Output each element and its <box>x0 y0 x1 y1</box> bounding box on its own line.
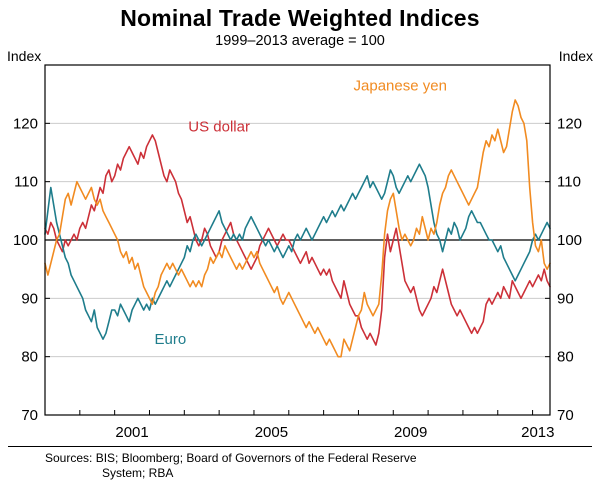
y-tick-label-right-120: 120 <box>557 115 582 132</box>
footer-divider <box>8 446 592 447</box>
y-axis-unit-left: Index <box>7 48 42 64</box>
y-axis-unit-right: Index <box>558 48 593 64</box>
sources-note: Sources: BIS; Bloomberg; Board of Govern… <box>45 451 585 480</box>
y-tick-label-left-70: 70 <box>21 407 38 424</box>
chart-title: Nominal Trade Weighted Indices <box>120 5 480 31</box>
y-tick-label-left-120: 120 <box>13 115 38 132</box>
series-line-us-dollar <box>44 134 551 346</box>
x-tick-label-2009: 2009 <box>394 424 427 441</box>
y-tick-label-right-100: 100 <box>557 232 582 249</box>
chart-subtitle: 1999–2013 average = 100 <box>215 33 385 49</box>
y-tick-label-right-80: 80 <box>557 349 574 366</box>
x-tick-label-2013: 2013 <box>521 424 554 441</box>
y-tick-label-right-110: 110 <box>557 174 581 191</box>
series-label-euro: Euro <box>155 331 187 348</box>
y-tick-label-left-80: 80 <box>21 349 38 366</box>
y-tick-label-right-90: 90 <box>557 290 574 307</box>
series-label-us-dollar: US dollar <box>188 118 250 135</box>
series-line-euro <box>44 163 551 341</box>
y-tick-label-left-110: 110 <box>14 174 38 191</box>
y-tick-label-right-70: 70 <box>557 407 574 424</box>
sources-line-1: Sources: BIS; Bloomberg; Board of Govern… <box>45 451 417 465</box>
series-line-japanese-yen <box>44 99 551 358</box>
y-tick-label-left-100: 100 <box>13 232 38 249</box>
sources-line-2: System; RBA <box>102 465 174 480</box>
x-tick-label-2001: 2001 <box>115 424 148 441</box>
y-tick-label-left-90: 90 <box>21 290 38 307</box>
series-label-japanese-yen: Japanese yen <box>354 77 447 94</box>
x-tick-label-2005: 2005 <box>255 424 288 441</box>
